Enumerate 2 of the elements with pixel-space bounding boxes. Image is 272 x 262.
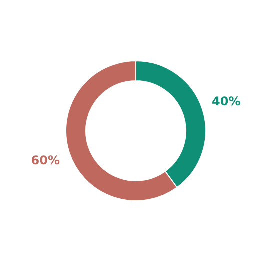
data-label: 60% [31,153,60,168]
data-label: 40% [212,94,241,109]
